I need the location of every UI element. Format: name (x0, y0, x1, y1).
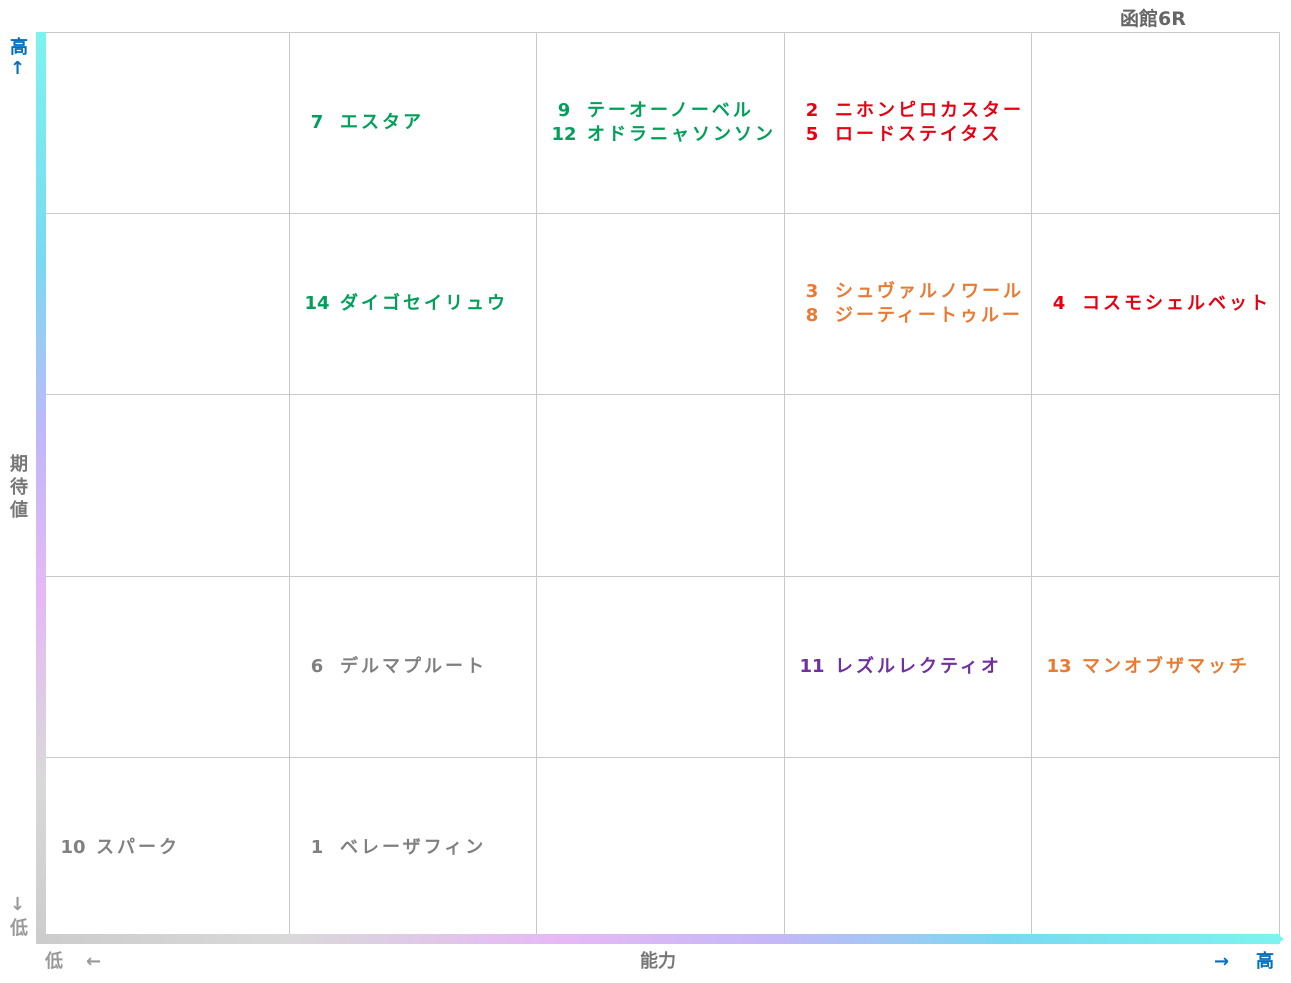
horse-entry: 1 ベレーザフィン (298, 836, 536, 860)
grid-cell-r3-c2 (537, 577, 785, 758)
grid-cell-r2-c4 (1032, 395, 1280, 577)
grid-cell-r2-c1 (290, 395, 537, 577)
horse-name: デルマプルート (340, 656, 487, 677)
horse-name: ダイゴセイリュウ (340, 293, 508, 314)
grid-cell-r1-c3: 3 シュヴァルノワール 8 ジーティートゥルー (785, 214, 1032, 395)
grid-cell-r0-c1: 7 エスタア (290, 33, 537, 214)
horse-entry: 7 エスタア (298, 111, 536, 135)
horse-entry: 14 ダイゴセイリュウ (298, 292, 536, 316)
horse-name: スパーク (96, 837, 180, 858)
grid-cell-r0-c3: 2 ニホンピロカスター 5 ロードステイタス (785, 33, 1032, 214)
horse-number: 10 (60, 837, 86, 858)
horse-number: 13 (1046, 656, 1072, 677)
horse-entry: 8 ジーティートゥルー (793, 304, 1031, 328)
horse-name: ジーティートゥルー (835, 305, 1023, 326)
horse-entry: 3 シュヴァルノワール (793, 280, 1031, 304)
horse-name: レズルレクティオ (835, 656, 1002, 677)
horse-number: 2 (805, 100, 819, 121)
grid-cell-r4-c4 (1032, 758, 1280, 939)
horse-name: ニホンピロカスター (835, 100, 1024, 121)
grid-cell-r0-c4 (1032, 33, 1280, 214)
horse-entry: 12 オドラニャソンソン (545, 123, 784, 147)
x-right-arrow: → (1214, 951, 1230, 972)
x-axis-label: 能力 (640, 951, 676, 972)
x-high-label: 高 (1256, 951, 1274, 972)
horse-entry: 2 ニホンピロカスター (793, 99, 1031, 123)
chart-title: 函館6R (1120, 8, 1186, 30)
y-down-arrow: ↓ (10, 894, 26, 915)
horse-entry: 4 コスモシェルベット (1040, 292, 1279, 316)
grid-cell-r4-c1: 1 ベレーザフィン (290, 758, 537, 939)
horse-entry: 5 ロードステイタス (793, 123, 1031, 147)
y-axis-label: 期待値 (10, 454, 28, 521)
grid-cell-r1-c1: 14 ダイゴセイリュウ (290, 214, 537, 395)
y-high-label: 高 (10, 37, 28, 58)
grid-cell-r3-c1: 6 デルマプルート (290, 577, 537, 758)
grid-cell-r2-c0 (46, 395, 290, 577)
horse-name: エスタア (340, 112, 424, 133)
grid-cell-r3-c4: 13 マンオブザマッチ (1032, 577, 1280, 758)
horse-number: 9 (557, 100, 571, 121)
horse-number: 3 (805, 281, 819, 302)
horse-name: ロードステイタス (835, 124, 1003, 145)
horse-entry: 6 デルマプルート (298, 655, 536, 679)
horse-number: 5 (805, 124, 819, 145)
horse-number: 8 (805, 305, 819, 326)
grid-cell-r0-c2: 9 テーオーノーベル 12 オドラニャソンソン (537, 33, 785, 214)
horse-name: コスモシェルベット (1082, 293, 1271, 314)
x-low-label: 低 (45, 951, 63, 972)
horse-entry: 13 マンオブザマッチ (1040, 655, 1279, 679)
horse-entry: 9 テーオーノーベル (545, 99, 784, 123)
grid-cell-r4-c3 (785, 758, 1032, 939)
grid-cell-r4-c2 (537, 758, 785, 939)
x-left-arrow: ← (86, 951, 102, 972)
x-axis-bar (36, 934, 1280, 944)
grid-cell-r1-c4: 4 コスモシェルベット (1032, 214, 1280, 395)
horse-number: 14 (304, 293, 330, 314)
horse-name: テーオーノーベル (587, 100, 754, 121)
horse-entry: 10 スパーク (54, 836, 289, 860)
grid-cell-r4-c0: 10 スパーク (46, 758, 290, 939)
grid-cell-r2-c3 (785, 395, 1032, 577)
horse-number: 4 (1052, 293, 1066, 314)
horse-name: マンオブザマッチ (1082, 656, 1250, 677)
horse-number: 7 (310, 112, 324, 133)
grid-cell-r2-c2 (537, 395, 785, 577)
horse-name: シュヴァルノワール (835, 281, 1024, 302)
horse-number: 11 (799, 656, 825, 677)
horse-number: 1 (310, 837, 324, 858)
y-up-arrow: ↑ (10, 58, 26, 79)
grid-cell-r1-c2 (537, 214, 785, 395)
horse-entry: 11 レズルレクティオ (793, 655, 1031, 679)
grid-cell-r1-c0 (46, 214, 290, 395)
grid-cell-r3-c3: 11 レズルレクティオ (785, 577, 1032, 758)
grid-cell-r0-c0 (46, 33, 290, 214)
y-axis-bar (36, 32, 46, 944)
y-low-label: 低 (10, 918, 28, 939)
grid-top-line (46, 32, 1280, 33)
horse-number: 12 (551, 124, 577, 145)
x-axis-arrowhead (1276, 933, 1284, 945)
grid-cell-r3-c0 (46, 577, 290, 758)
horse-number: 6 (310, 656, 324, 677)
horse-name: オドラニャソンソン (587, 124, 776, 145)
horse-name: ベレーザフィン (340, 837, 487, 858)
